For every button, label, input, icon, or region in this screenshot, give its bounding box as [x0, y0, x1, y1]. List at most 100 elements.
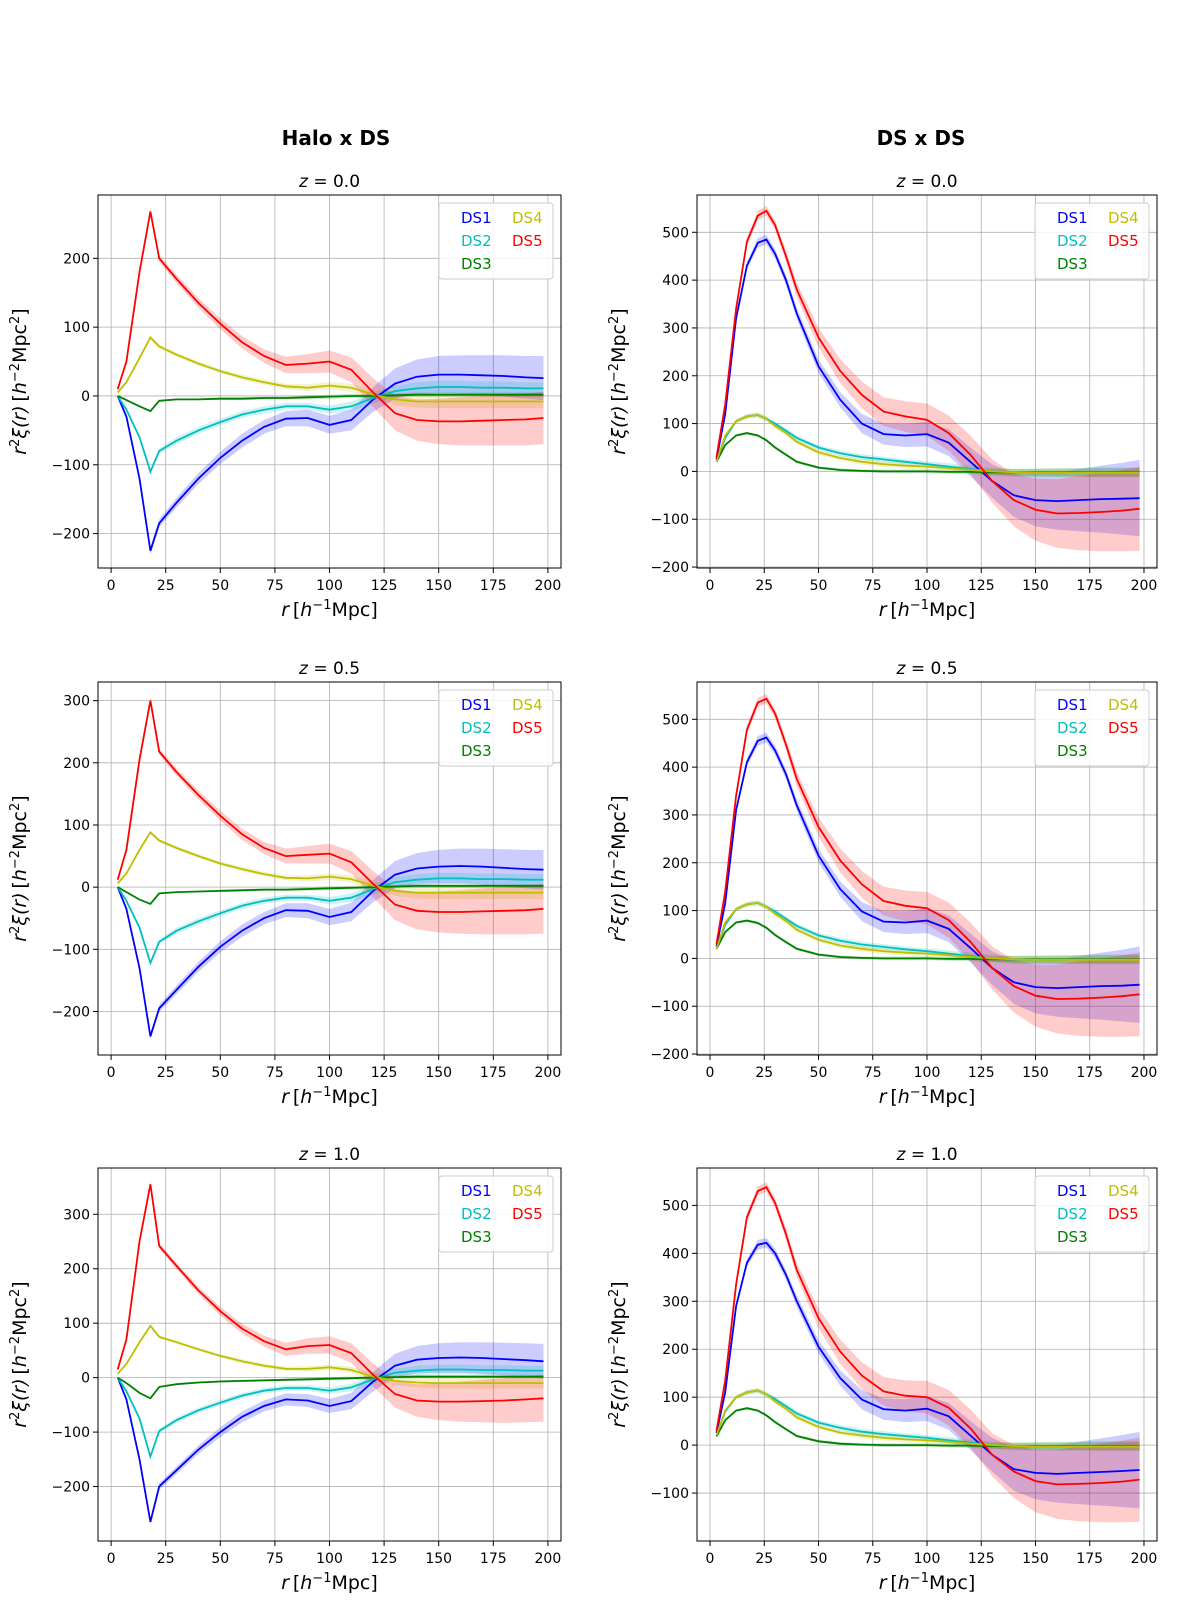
legend-entry-ds4: DS4 — [1108, 209, 1139, 227]
y-tick-label: −200 — [52, 1004, 90, 1020]
line-ds4 — [715, 1389, 1140, 1448]
y-tick-label: 200 — [63, 1262, 90, 1278]
y-tick-label: 200 — [662, 369, 689, 385]
legend-entry-ds1: DS1 — [1057, 1182, 1088, 1200]
band-ds2 — [117, 380, 544, 475]
band-ds5 — [117, 208, 544, 446]
line-ds5 — [715, 697, 1140, 1000]
x-tick-label: 0 — [706, 1065, 715, 1081]
x-tick-label: 175 — [1076, 1551, 1103, 1567]
x-tick-label: 25 — [157, 1065, 175, 1081]
x-tick-label: 25 — [157, 578, 175, 594]
y-tick-label: 100 — [63, 818, 90, 834]
plot-area — [116, 697, 544, 1040]
panel-3: 0 25 50 75 100 125 150 175 200 −200 −100 0 100 200 300… — [8, 659, 562, 1108]
y-tick-label: 300 — [662, 1294, 689, 1310]
legend-entry-ds3: DS3 — [461, 742, 492, 760]
x-axis-label: r [h−1Mpc] — [281, 1085, 378, 1109]
panel-title: z = 1.0 — [298, 1145, 360, 1165]
line-ds4 — [715, 414, 1140, 474]
x-tick-label: 50 — [810, 1065, 828, 1081]
y-tick-label: 200 — [662, 856, 689, 872]
line-ds5 — [116, 211, 544, 423]
y-axis-label: r2ξ(r) [h−2Mpc2] — [607, 308, 631, 454]
x-tick-label: 100 — [914, 1551, 941, 1567]
x-tick-label: 150 — [425, 1551, 452, 1567]
y-tick-label: −100 — [651, 999, 689, 1015]
line-ds1 — [116, 1356, 544, 1523]
plot-area — [116, 208, 544, 555]
x-tick-label: 50 — [211, 1065, 229, 1081]
x-tick-label: 150 — [1022, 578, 1049, 594]
y-tick-label: 0 — [81, 389, 90, 405]
y-tick-label: 0 — [680, 1438, 689, 1454]
x-tick-label: 200 — [1131, 1551, 1158, 1567]
legend-entry-ds3: DS3 — [1057, 255, 1088, 273]
line-ds1 — [116, 373, 544, 552]
legend-box — [438, 1175, 554, 1253]
panel-4: 0 25 50 75 100 125 150 175 200 −200 −100 0 100 200 300… — [607, 659, 1158, 1108]
legend-entry-ds3: DS3 — [461, 255, 492, 273]
y-tick-label: 400 — [662, 273, 689, 289]
legend-entry-ds1: DS1 — [1057, 209, 1088, 227]
x-tick-label: 75 — [864, 578, 882, 594]
y-tick-label: −100 — [651, 1486, 689, 1502]
legend: DS1 DS2 DS3 DS4 DS5 — [438, 202, 554, 280]
y-tick-label: −200 — [651, 560, 689, 576]
legend-entry-ds2: DS2 — [1057, 1205, 1088, 1223]
x-tick-label: 0 — [706, 578, 715, 594]
x-tick-label: 100 — [914, 1065, 941, 1081]
line-ds2 — [116, 1368, 544, 1460]
x-tick-label: 175 — [1076, 578, 1103, 594]
x-tick-label: 150 — [1022, 1551, 1049, 1567]
x-tick-label: 150 — [1022, 1065, 1049, 1081]
line-ds1 — [715, 238, 1140, 503]
x-tick-label: 175 — [480, 578, 507, 594]
x-tick-label: 25 — [755, 578, 773, 594]
band-ds1 — [117, 1342, 544, 1525]
x-axis-label: r [h−1Mpc] — [281, 1571, 378, 1595]
panel-title: z = 1.0 — [895, 1145, 957, 1165]
column-title-halo-x-ds: Halo x DS — [282, 126, 391, 150]
legend-entry-ds5: DS5 — [1108, 1205, 1139, 1223]
x-axis-label: r [h−1Mpc] — [879, 1085, 976, 1109]
band-ds2 — [117, 1364, 544, 1459]
y-axis-label: r2ξ(r) [h−2Mpc2] — [8, 1281, 32, 1427]
legend-entry-ds5: DS5 — [1108, 232, 1139, 250]
line-ds3 — [117, 885, 544, 905]
panel-2: 0 25 50 75 100 125 150 175 200 −200 −100 0 100 200 300… — [607, 172, 1158, 621]
band-ds4 — [117, 1324, 544, 1389]
x-tick-label: 200 — [1131, 578, 1158, 594]
x-tick-label: 175 — [480, 1065, 507, 1081]
legend-entry-ds2: DS2 — [461, 232, 492, 250]
x-tick-label: 50 — [810, 578, 828, 594]
y-tick-label: 200 — [63, 756, 90, 772]
line-ds4 — [117, 1324, 544, 1384]
legend: DS1 DS2 DS3 DS4 DS5 — [438, 1175, 554, 1253]
band-ds1 — [716, 1238, 1140, 1509]
legend: DS1 DS2 DS3 DS4 DS5 — [1034, 202, 1150, 280]
x-tick-label: 0 — [107, 578, 116, 594]
x-tick-label: 25 — [755, 1551, 773, 1567]
y-tick-label: 500 — [662, 1198, 689, 1214]
line-ds1 — [715, 1241, 1140, 1475]
x-tick-label: 125 — [371, 1551, 398, 1567]
y-tick-label: −100 — [52, 942, 90, 958]
x-tick-label: 175 — [480, 1551, 507, 1567]
y-tick-label: 100 — [662, 904, 689, 920]
band-ds5 — [716, 694, 1140, 1037]
legend-entry-ds5: DS5 — [512, 232, 543, 250]
panel-title: z = 0.5 — [895, 659, 957, 679]
line-ds4 — [117, 335, 544, 403]
line-ds2 — [116, 386, 544, 475]
legend: DS1 DS2 DS3 DS4 DS5 — [438, 689, 554, 767]
legend-entry-ds4: DS4 — [1108, 696, 1139, 714]
x-tick-label: 150 — [425, 578, 452, 594]
legend-entry-ds3: DS3 — [1057, 1228, 1088, 1246]
legend-box — [1034, 689, 1150, 767]
x-tick-label: 50 — [211, 578, 229, 594]
legend-entry-ds4: DS4 — [1108, 1182, 1139, 1200]
y-tick-label: 0 — [680, 951, 689, 967]
x-axis-label: r [h−1Mpc] — [879, 1571, 976, 1595]
y-tick-label: 300 — [63, 1207, 90, 1223]
